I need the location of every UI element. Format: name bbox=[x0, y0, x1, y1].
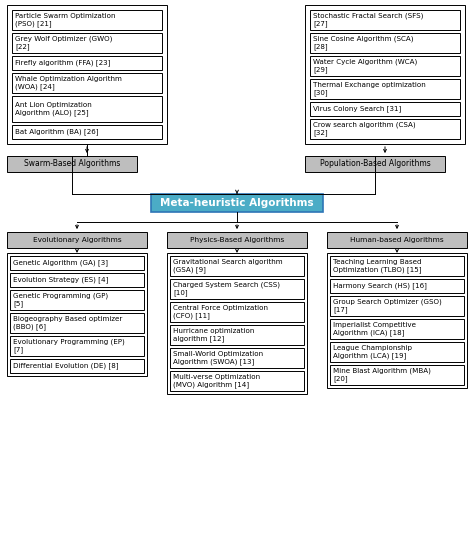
FancyBboxPatch shape bbox=[330, 319, 464, 339]
FancyBboxPatch shape bbox=[310, 102, 460, 116]
FancyBboxPatch shape bbox=[310, 33, 460, 53]
Text: Virus Colony Search [31]: Virus Colony Search [31] bbox=[313, 106, 401, 112]
FancyBboxPatch shape bbox=[167, 232, 307, 248]
FancyBboxPatch shape bbox=[170, 325, 304, 345]
FancyBboxPatch shape bbox=[330, 279, 464, 293]
FancyBboxPatch shape bbox=[7, 5, 167, 144]
FancyBboxPatch shape bbox=[12, 33, 162, 53]
Text: Thermal Exchange optimization
[30]: Thermal Exchange optimization [30] bbox=[313, 82, 426, 96]
Text: Whale Optimization Algorithm
(WOA) [24]: Whale Optimization Algorithm (WOA) [24] bbox=[15, 76, 122, 90]
FancyBboxPatch shape bbox=[10, 336, 144, 356]
Text: Charged System Search (CSS)
[10]: Charged System Search (CSS) [10] bbox=[173, 282, 280, 296]
Text: Crow search algorithm (CSA)
[32]: Crow search algorithm (CSA) [32] bbox=[313, 122, 416, 136]
Text: Bat Algorithm (BA) [26]: Bat Algorithm (BA) [26] bbox=[15, 129, 99, 135]
FancyBboxPatch shape bbox=[310, 10, 460, 30]
Text: Meta-heuristic Algorithms: Meta-heuristic Algorithms bbox=[160, 198, 314, 208]
FancyBboxPatch shape bbox=[12, 96, 162, 122]
FancyBboxPatch shape bbox=[7, 232, 147, 248]
Text: Mine Blast Algorithm (MBA)
[20]: Mine Blast Algorithm (MBA) [20] bbox=[333, 368, 431, 382]
FancyBboxPatch shape bbox=[327, 253, 467, 388]
FancyBboxPatch shape bbox=[10, 273, 144, 287]
Text: League Championship
Algorithm (LCA) [19]: League Championship Algorithm (LCA) [19] bbox=[333, 345, 412, 359]
Text: Evolution Strategy (ES) [4]: Evolution Strategy (ES) [4] bbox=[13, 277, 109, 283]
Text: Human-based Algorithms: Human-based Algorithms bbox=[350, 237, 444, 243]
Text: Evolutionary Programming (EP)
[7]: Evolutionary Programming (EP) [7] bbox=[13, 339, 125, 353]
Text: Physics-Based Algorithms: Physics-Based Algorithms bbox=[190, 237, 284, 243]
Text: Multi-verse Optimization
(MVO) Algorithm [14]: Multi-verse Optimization (MVO) Algorithm… bbox=[173, 374, 260, 388]
Text: Grey Wolf Optimizer (GWO)
[22]: Grey Wolf Optimizer (GWO) [22] bbox=[15, 36, 112, 50]
FancyBboxPatch shape bbox=[7, 253, 147, 376]
FancyBboxPatch shape bbox=[327, 232, 467, 248]
FancyBboxPatch shape bbox=[167, 253, 307, 394]
Text: Water Cycle Algorithm (WCA)
[29]: Water Cycle Algorithm (WCA) [29] bbox=[313, 59, 417, 73]
Text: Firefly algorithm (FFA) [23]: Firefly algorithm (FFA) [23] bbox=[15, 60, 110, 66]
FancyBboxPatch shape bbox=[10, 313, 144, 333]
FancyBboxPatch shape bbox=[12, 73, 162, 93]
FancyBboxPatch shape bbox=[170, 302, 304, 322]
FancyBboxPatch shape bbox=[10, 290, 144, 310]
Text: Gravitational Search algorithm
(GSA) [9]: Gravitational Search algorithm (GSA) [9] bbox=[173, 259, 283, 273]
Text: Ant Lion Optimization
Algorithm (ALO) [25]: Ant Lion Optimization Algorithm (ALO) [2… bbox=[15, 102, 92, 116]
Text: Harmony Search (HS) [16]: Harmony Search (HS) [16] bbox=[333, 283, 427, 289]
Text: Stochastic Fractal Search (SFS)
[27]: Stochastic Fractal Search (SFS) [27] bbox=[313, 13, 423, 27]
FancyBboxPatch shape bbox=[10, 256, 144, 270]
FancyBboxPatch shape bbox=[305, 5, 465, 144]
Text: Central Force Optimization
(CFO) [11]: Central Force Optimization (CFO) [11] bbox=[173, 305, 268, 319]
Text: Particle Swarm Optimization
(PSO) [21]: Particle Swarm Optimization (PSO) [21] bbox=[15, 13, 116, 27]
FancyBboxPatch shape bbox=[330, 256, 464, 276]
Text: Small-World Optimization
Algorithm (SWOA) [13]: Small-World Optimization Algorithm (SWOA… bbox=[173, 351, 263, 365]
FancyBboxPatch shape bbox=[170, 371, 304, 391]
Text: Population-Based Algorithms: Population-Based Algorithms bbox=[319, 160, 430, 168]
FancyBboxPatch shape bbox=[330, 296, 464, 316]
Text: Genetic Programming (GP)
[5]: Genetic Programming (GP) [5] bbox=[13, 293, 108, 307]
FancyBboxPatch shape bbox=[12, 125, 162, 139]
FancyBboxPatch shape bbox=[310, 119, 460, 139]
Text: Genetic Algorithm (GA) [3]: Genetic Algorithm (GA) [3] bbox=[13, 260, 108, 266]
Text: Differential Evolution (DE) [8]: Differential Evolution (DE) [8] bbox=[13, 363, 118, 369]
FancyBboxPatch shape bbox=[305, 156, 445, 172]
FancyBboxPatch shape bbox=[151, 194, 323, 212]
Text: Biogeography Based optimizer
(BBO) [6]: Biogeography Based optimizer (BBO) [6] bbox=[13, 316, 122, 330]
FancyBboxPatch shape bbox=[330, 342, 464, 362]
FancyBboxPatch shape bbox=[170, 348, 304, 368]
FancyBboxPatch shape bbox=[170, 256, 304, 276]
Text: Evolutionary Algorithms: Evolutionary Algorithms bbox=[33, 237, 121, 243]
FancyBboxPatch shape bbox=[170, 279, 304, 299]
FancyBboxPatch shape bbox=[310, 56, 460, 76]
Text: Hurricane optimization
algorithm [12]: Hurricane optimization algorithm [12] bbox=[173, 328, 255, 342]
FancyBboxPatch shape bbox=[310, 79, 460, 99]
FancyBboxPatch shape bbox=[330, 365, 464, 385]
Text: Teaching Learning Based
Optimization (TLBO) [15]: Teaching Learning Based Optimization (TL… bbox=[333, 259, 421, 273]
Text: Swarm-Based Algorithms: Swarm-Based Algorithms bbox=[24, 160, 120, 168]
FancyBboxPatch shape bbox=[12, 10, 162, 30]
FancyBboxPatch shape bbox=[7, 156, 137, 172]
Text: Sine Cosine Algorithm (SCA)
[28]: Sine Cosine Algorithm (SCA) [28] bbox=[313, 36, 413, 50]
FancyBboxPatch shape bbox=[12, 56, 162, 70]
Text: Group Search Optimizer (GSO)
[17]: Group Search Optimizer (GSO) [17] bbox=[333, 299, 442, 313]
FancyBboxPatch shape bbox=[10, 359, 144, 373]
Text: Imperialist Competitive
Algorithm (ICA) [18]: Imperialist Competitive Algorithm (ICA) … bbox=[333, 322, 416, 336]
